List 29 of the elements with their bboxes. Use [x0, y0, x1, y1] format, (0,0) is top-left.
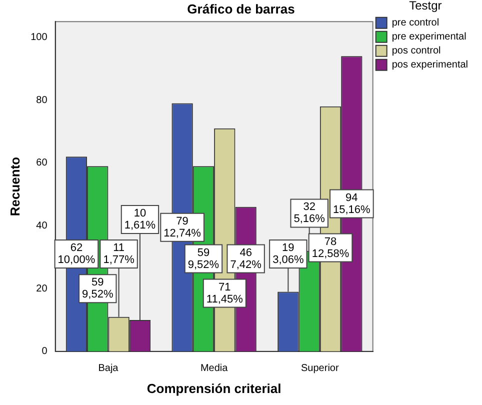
y-tick-label: 100	[30, 32, 48, 44]
data-label: 59 9,52%	[82, 276, 114, 301]
data-label: 59 9,52%	[188, 246, 220, 271]
data-label: 62 10,00%	[58, 242, 96, 266]
x-tick-label: Media	[200, 363, 228, 374]
y-tick-label: 0	[42, 346, 48, 358]
data-label: 79 12,74%	[164, 215, 202, 240]
legend-label: pos experimental	[392, 60, 468, 71]
data-label: 71 11,45%	[206, 281, 244, 306]
data-label: 10 1,61%	[124, 208, 156, 232]
data-label: 46 7,42%	[230, 246, 262, 271]
chart-title: Gráfico de barras	[187, 1, 295, 16]
legend-label: pre control	[392, 18, 440, 29]
data-label: 94 15,16%	[333, 192, 371, 216]
data-label: 19 3,06%	[272, 242, 304, 266]
y-tick-label: 80	[36, 94, 48, 106]
y-tick-label: 60	[36, 158, 48, 169]
y-tick-label: 20	[36, 283, 48, 294]
legend-label: pos control	[392, 46, 441, 57]
data-label: 11 1,77%	[103, 242, 135, 266]
data-label: 32 5,16%	[294, 201, 326, 226]
x-tick-label: Baja	[98, 363, 119, 374]
x-tick-label: Superior	[301, 363, 340, 374]
x-axis-title: Comprensión criterial	[146, 380, 282, 396]
legend-label: pre experimental	[392, 32, 466, 43]
legend-title: Testgr	[409, 0, 442, 12]
data-label: 78 12,58%	[312, 236, 350, 260]
y-axis-title: Recuento	[7, 156, 22, 216]
y-tick-label: 40	[36, 220, 48, 232]
